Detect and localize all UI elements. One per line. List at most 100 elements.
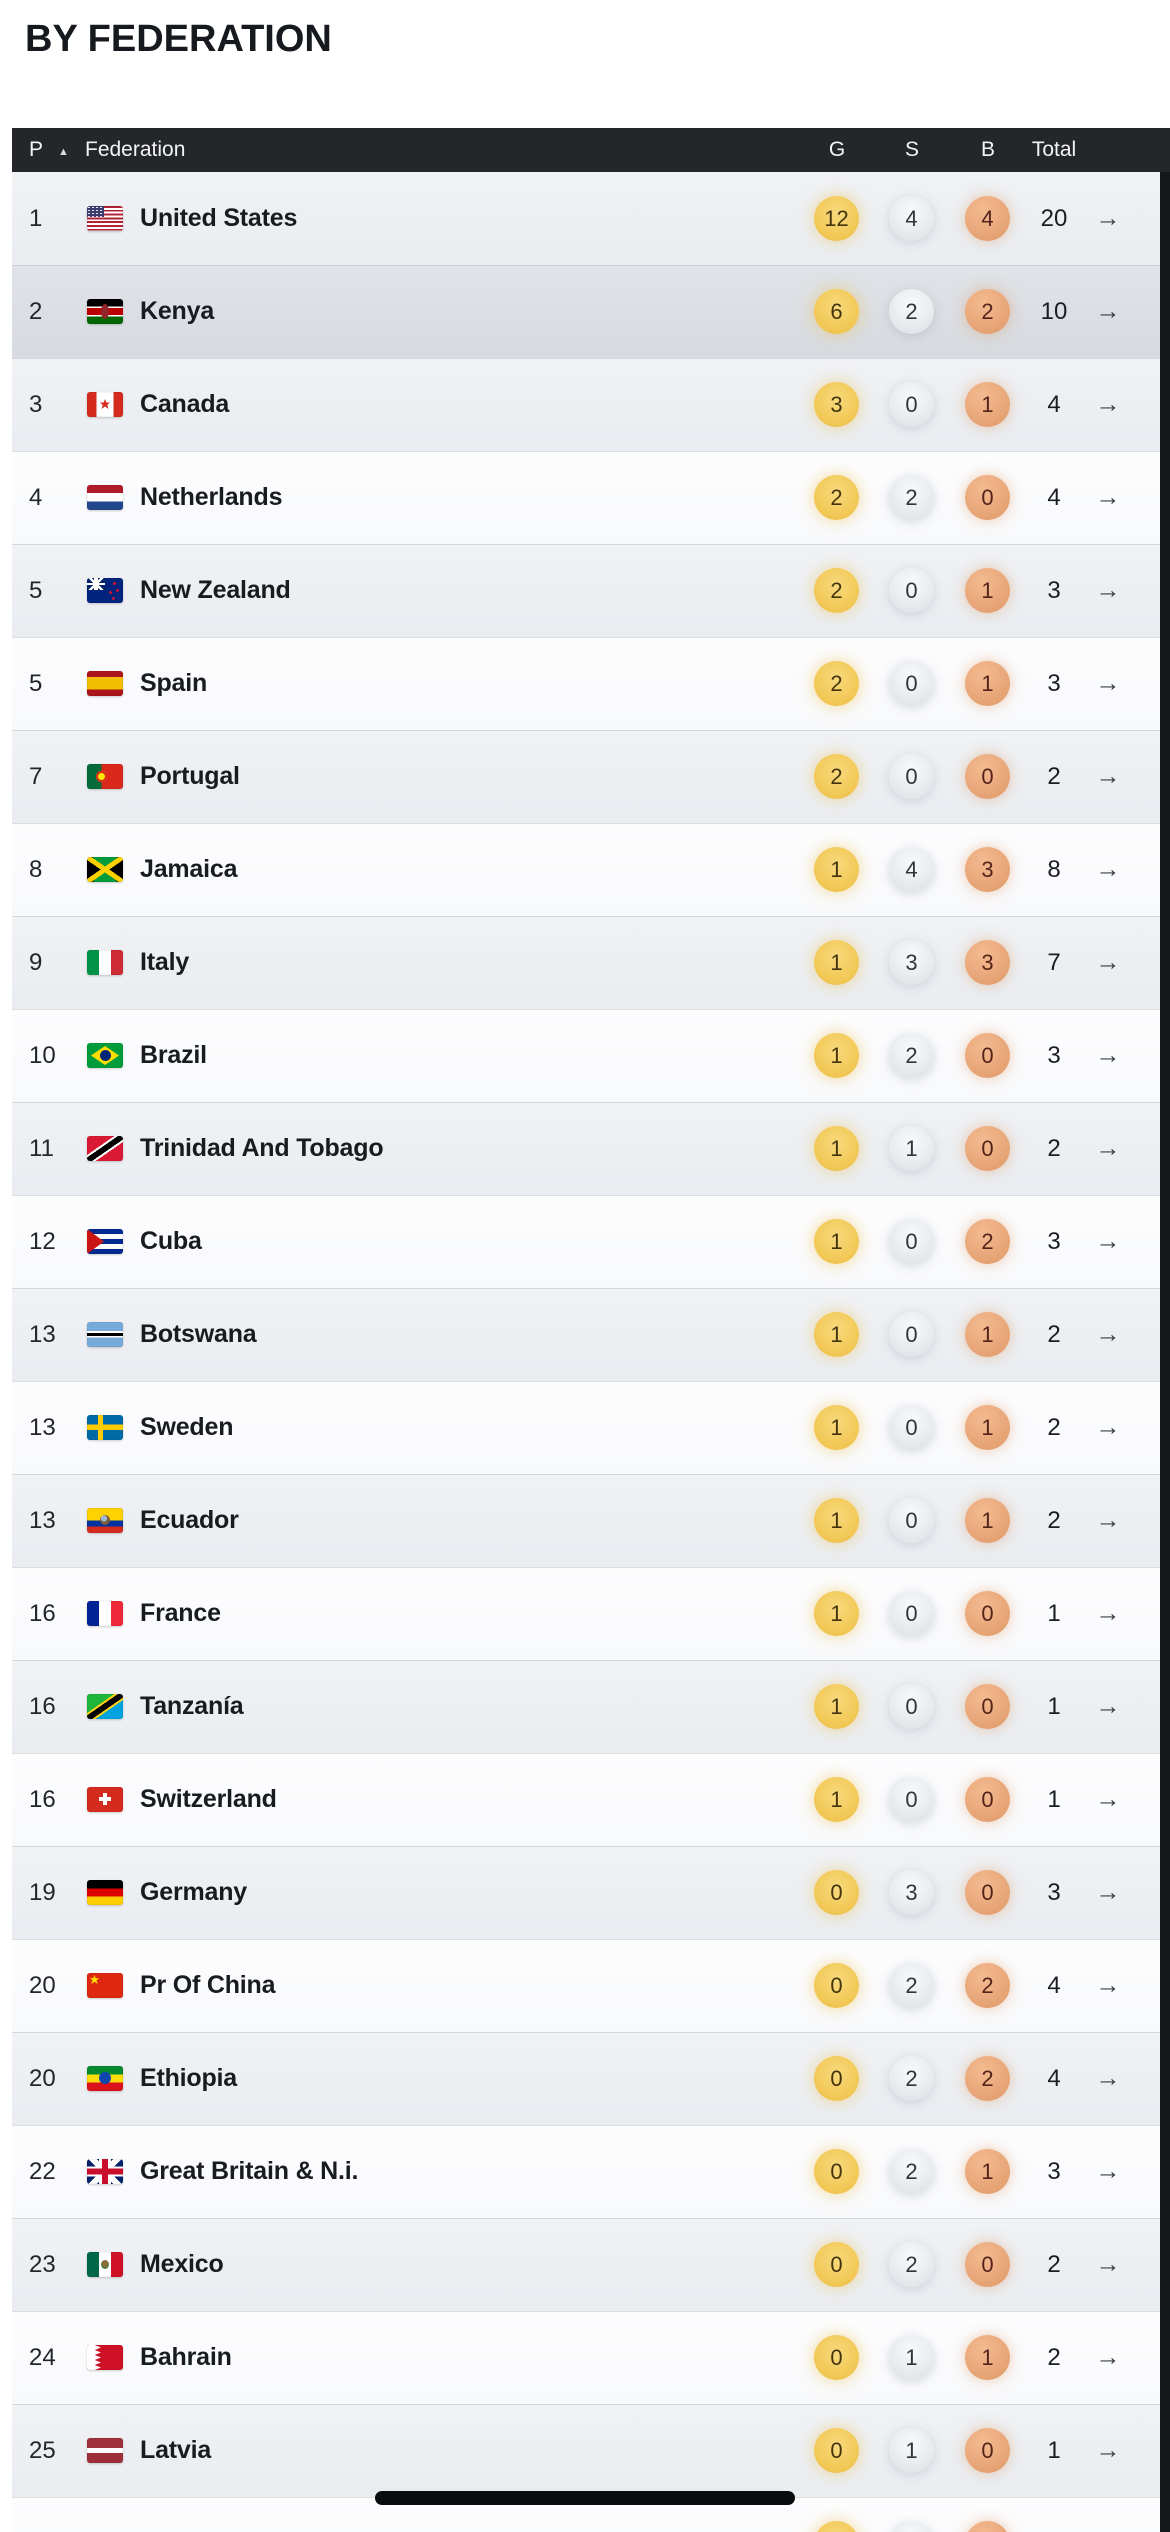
table-row[interactable]: 3 Canada 3 0 1 4 → xyxy=(12,358,1160,451)
bronze-medal-count: 2 xyxy=(965,2056,1010,2101)
header-position[interactable]: P xyxy=(29,138,44,161)
table-row[interactable]: 13 Sweden 1 0 1 2 → xyxy=(12,1381,1160,1474)
gold-medal-count: 0 xyxy=(814,1963,859,2008)
gold-medal-count: 2 xyxy=(814,661,859,706)
table-body: 1 United States 12 4 4 20 → 2 Kenya 6 2 2 10 → 3 Canada… xyxy=(12,172,1170,2532)
flag-tt-icon xyxy=(87,1136,123,1161)
header-federation[interactable]: Federation xyxy=(85,138,186,161)
federation-name: Tanzanía xyxy=(140,1692,244,1720)
table-row[interactable]: 16 Tanzanía 1 0 0 1 → xyxy=(12,1660,1160,1753)
gold-medal-count: 12 xyxy=(814,196,859,241)
arrow-right-icon[interactable]: → xyxy=(1095,762,1121,790)
arrow-right-icon[interactable]: → xyxy=(1095,2157,1121,2185)
table-row[interactable]: 5 Spain 2 0 1 3 → xyxy=(12,637,1160,730)
table-row[interactable]: 20 Pr Of China 0 2 2 4 → xyxy=(12,1939,1160,2032)
arrow-right-icon[interactable]: → xyxy=(1095,483,1121,511)
table-row[interactable]: 5 New Zealand 2 0 1 3 → xyxy=(12,544,1160,637)
arrow-right-icon[interactable]: → xyxy=(1095,1971,1121,1999)
total-medal-count: 2 xyxy=(1047,2344,1061,2371)
table-row[interactable]: 22 Great Britain & N.i. 0 2 1 3 → xyxy=(12,2125,1160,2218)
rank-value: 8 xyxy=(29,856,43,883)
table-row[interactable]: 13 Ecuador 1 0 1 2 → xyxy=(12,1474,1160,1567)
arrow-right-icon[interactable]: → xyxy=(1095,204,1121,232)
table-row[interactable]: 4 Netherlands 2 2 0 4 → xyxy=(12,451,1160,544)
arrow-right-icon[interactable]: → xyxy=(1095,2343,1121,2371)
bronze-medal-count: 0 xyxy=(965,1684,1010,1729)
table-row[interactable]: 11 Trinidad And Tobago 1 1 0 2 → xyxy=(12,1102,1160,1195)
table-row[interactable]: 25 Latvia 0 1 0 1 → xyxy=(12,2404,1160,2497)
bronze-medal-count: 0 xyxy=(965,2242,1010,2287)
flag-lv-icon xyxy=(87,2438,123,2463)
arrow-right-icon[interactable]: → xyxy=(1095,669,1121,697)
arrow-right-icon[interactable]: → xyxy=(1095,1320,1121,1348)
arrow-right-icon[interactable]: → xyxy=(1095,2064,1121,2092)
bronze-medal-count: 1 xyxy=(965,382,1010,427)
arrow-right-icon[interactable]: → xyxy=(1095,1599,1121,1627)
sort-ascending-icon: ▲ xyxy=(58,146,69,158)
table-row[interactable]: 8 Jamaica 1 4 3 8 → xyxy=(12,823,1160,916)
table-row[interactable]: 23 Mexico 0 2 0 2 → xyxy=(12,2218,1160,2311)
federation-name: Germany xyxy=(140,1878,247,1906)
table-row[interactable]: 2 Kenya 6 2 2 10 → xyxy=(12,265,1160,358)
flag-it-icon xyxy=(87,950,123,975)
table-row[interactable]: 10 Brazil 1 2 0 3 → xyxy=(12,1009,1160,1102)
federation-name: United States xyxy=(140,204,298,232)
silver-medal-count: 0 xyxy=(889,754,934,799)
home-indicator[interactable] xyxy=(375,2491,795,2505)
federation-name: Portugal xyxy=(140,762,240,790)
arrow-right-icon[interactable]: → xyxy=(1095,1041,1121,1069)
federation-name: Bahrain xyxy=(140,2343,232,2371)
rank-value: 25 xyxy=(29,2437,56,2464)
header-silver[interactable]: S xyxy=(904,138,919,161)
table-row[interactable]: 9 Italy 1 3 3 7 → xyxy=(12,916,1160,1009)
rank-value: 5 xyxy=(29,670,43,697)
arrow-right-icon[interactable]: → xyxy=(1095,390,1121,418)
silver-medal-count: 1 xyxy=(889,2428,934,2473)
total-medal-count: 1 xyxy=(1047,2437,1061,2464)
arrow-right-icon[interactable]: → xyxy=(1095,1413,1121,1441)
table-row[interactable]: 20 Ethiopia 0 2 2 4 → xyxy=(12,2032,1160,2125)
arrow-right-icon[interactable]: → xyxy=(1095,1878,1121,1906)
header-gold[interactable]: G xyxy=(828,138,846,161)
table-row[interactable]: 7 Portugal 2 0 0 2 → xyxy=(12,730,1160,823)
gold-medal-count: 2 xyxy=(814,568,859,613)
table-row[interactable]: 1 United States 12 4 4 20 → xyxy=(12,172,1160,265)
silver-medal-count: 4 xyxy=(889,847,934,892)
total-medal-count: 3 xyxy=(1047,1879,1061,1906)
bronze-medal-count: 0 xyxy=(965,1591,1010,1636)
header-total[interactable]: Total xyxy=(1031,138,1077,161)
table-row[interactable]: 19 Germany 0 3 0 3 → xyxy=(12,1846,1160,1939)
arrow-right-icon[interactable]: → xyxy=(1095,2250,1121,2278)
flag-bw-icon xyxy=(87,1322,123,1347)
table-row[interactable]: 12 Cuba 1 0 2 3 → xyxy=(12,1195,1160,1288)
total-medal-count: 8 xyxy=(1047,856,1061,883)
table-row[interactable]: 13 Botswana 1 0 1 2 → xyxy=(12,1288,1160,1381)
silver-medal-count: 0 xyxy=(889,568,934,613)
total-medal-count: 3 xyxy=(1047,670,1061,697)
header-bronze[interactable]: B xyxy=(980,138,995,161)
total-medal-count: 2 xyxy=(1047,1321,1061,1348)
gold-medal-count: 0 xyxy=(814,2335,859,2380)
total-medal-count: 1 xyxy=(1047,1693,1061,1720)
arrow-right-icon[interactable]: → xyxy=(1095,855,1121,883)
table-row[interactable]: 16 Switzerland 1 0 0 1 → xyxy=(12,1753,1160,1846)
arrow-right-icon[interactable]: → xyxy=(1095,297,1121,325)
rank-value: 3 xyxy=(29,391,43,418)
flag-pt-icon xyxy=(87,764,123,789)
bronze-medal-count: 0 xyxy=(965,475,1010,520)
table-row[interactable]: 24 Bahrain 0 1 1 2 → xyxy=(12,2311,1160,2404)
arrow-right-icon[interactable]: → xyxy=(1095,948,1121,976)
table-row[interactable]: 16 France 1 0 0 1 → xyxy=(12,1567,1160,1660)
arrow-right-icon[interactable]: → xyxy=(1095,2436,1121,2464)
arrow-right-icon[interactable]: → xyxy=(1095,1227,1121,1255)
federation-name: Brazil xyxy=(140,1041,207,1069)
arrow-right-icon[interactable]: → xyxy=(1095,1506,1121,1534)
arrow-right-icon[interactable]: → xyxy=(1095,1134,1121,1162)
bronze-medal-count: 1 xyxy=(965,1498,1010,1543)
arrow-right-icon[interactable]: → xyxy=(1095,576,1121,604)
rank-value: 13 xyxy=(29,1321,56,1348)
arrow-right-icon[interactable]: → xyxy=(1095,1785,1121,1813)
silver-medal-count: 2 xyxy=(889,2242,934,2287)
arrow-right-icon[interactable]: → xyxy=(1095,1692,1121,1720)
bronze-medal-count: 3 xyxy=(965,940,1010,985)
